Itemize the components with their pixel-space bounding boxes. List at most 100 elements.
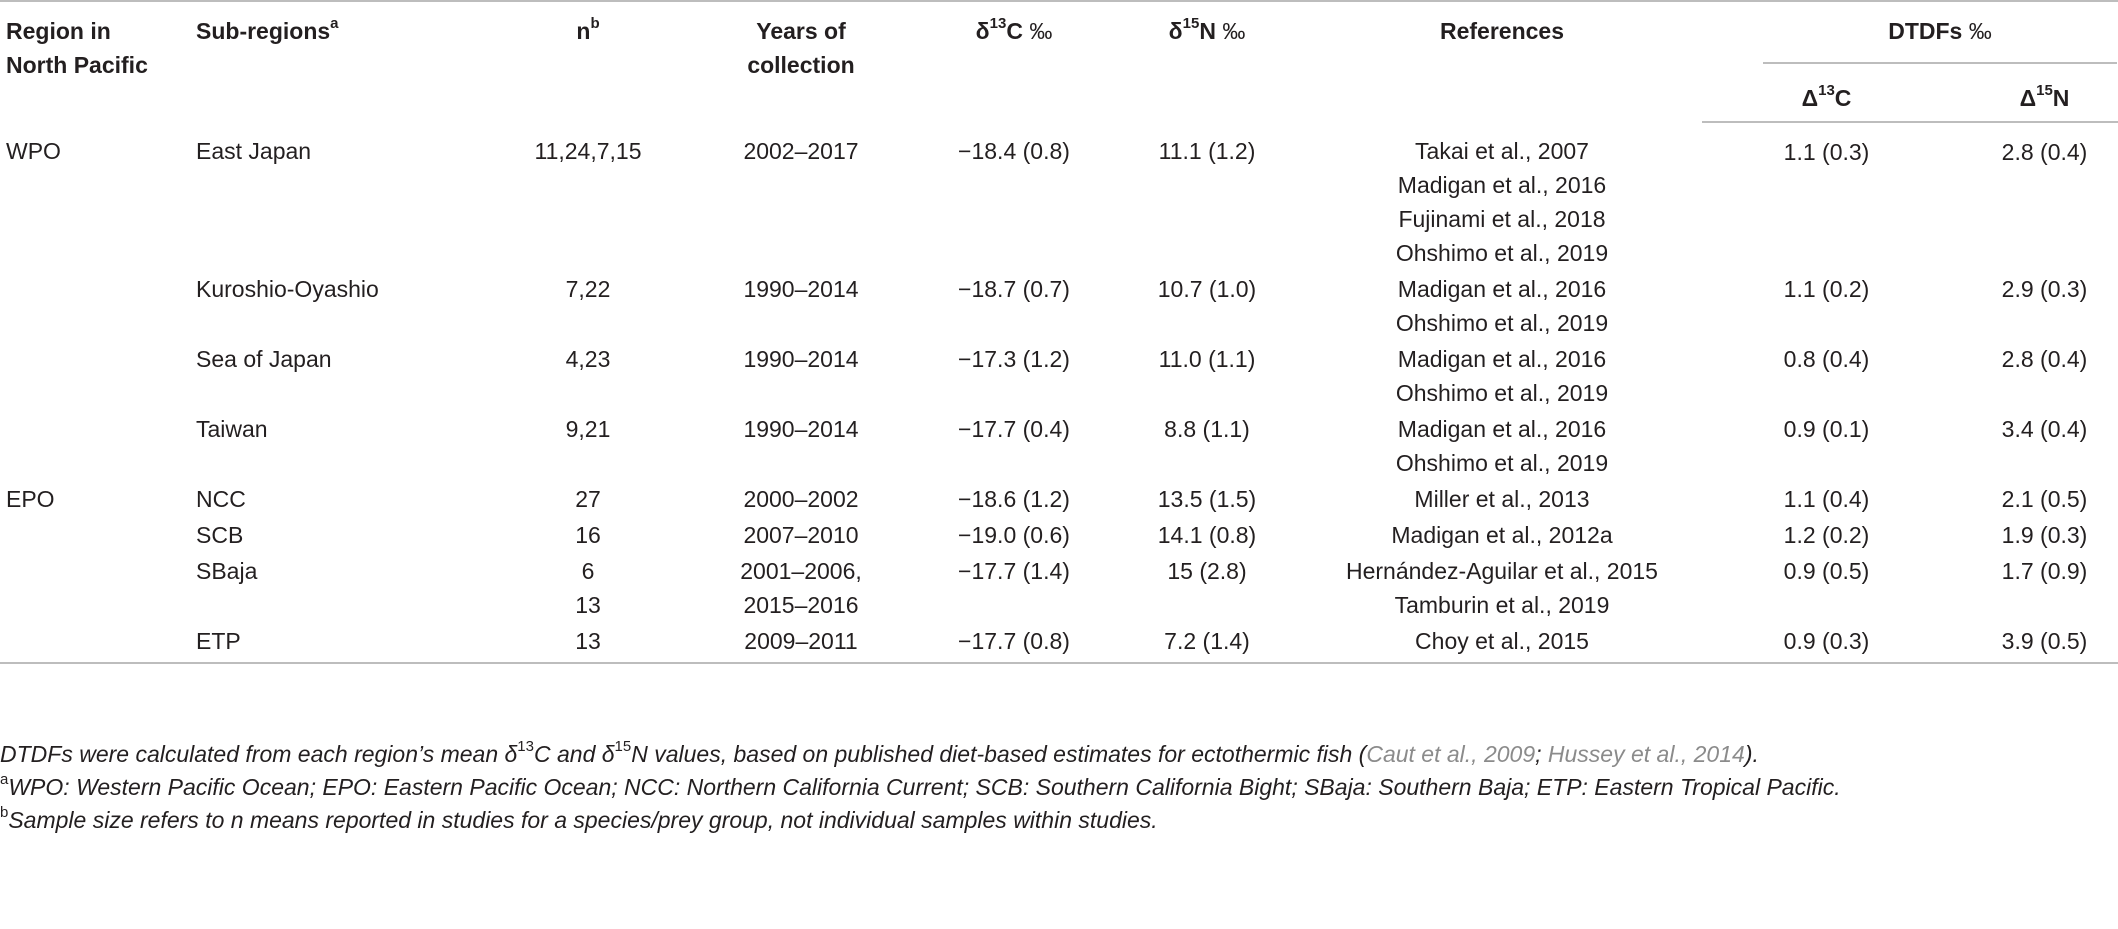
cell-references-line: Choy et al., 2015	[1415, 628, 1589, 654]
cell-subregion-text: ETP	[196, 628, 241, 654]
cell-years: 1990–2014	[686, 411, 916, 481]
cell-delta-15n-text: 2.8 (0.4)	[2001, 346, 2088, 372]
cell-n: 7,22	[490, 271, 686, 341]
table-footnotes: DTDFs were calculated from each region’s…	[0, 738, 2110, 837]
cell-references-line: Madigan et al., 2016	[1397, 276, 1607, 302]
cell-delta-13c-text: 0.9 (0.1)	[1783, 416, 1870, 442]
cell-years: 1990–2014	[686, 271, 916, 341]
cell-subregion-text: Taiwan	[196, 416, 268, 442]
header-delta-13c: Δ13C	[1702, 80, 1912, 123]
cell-n-text: 16	[575, 522, 601, 548]
footnote-main-sup-15: 15	[614, 738, 632, 756]
cell-delta-15n: 1.7 (0.9)	[1912, 553, 2118, 623]
cell-delta-13c: 0.9 (0.3)	[1702, 623, 1912, 664]
cell-subregion-text: NCC	[196, 486, 246, 512]
footnote-a-text: WPO: Western Pacific Ocean; EPO: Eastern…	[8, 774, 1841, 800]
cell-delta-13c-text: 1.1 (0.3)	[1783, 139, 1870, 165]
cell-references: Takai et al., 2007 Madigan et al., 2016 Fu…	[1302, 122, 1702, 271]
header-delta-15n-mass: 15	[2036, 82, 2053, 100]
citation-link-caut[interactable]: Caut et al., 2009	[1366, 741, 1536, 767]
footnote-b-text: Sample size refers to n means reported i…	[8, 807, 1158, 833]
header-region-line2: North Pacific	[6, 52, 148, 78]
cell-references-line: Ohshimo et al., 2019	[1395, 450, 1609, 476]
cell-years-line: 1990–2014	[743, 416, 859, 442]
header-delta-13c-mass: 13	[1818, 82, 1835, 100]
cell-subregion-text: SBaja	[196, 558, 258, 584]
cell-subregion: Sea of Japan	[190, 341, 490, 411]
cell-region-text: EPO	[6, 486, 55, 512]
header-delta-15n-element: N	[2052, 85, 2070, 111]
cell-delta-13c-text: 1.2 (0.2)	[1783, 522, 1870, 548]
cell-n-text: 11,24,7,15	[534, 138, 642, 164]
header-years-line2: collection	[747, 52, 855, 78]
header-d13c-delta: δ	[975, 18, 990, 44]
header-d15n-permil: ‰	[1222, 18, 1246, 44]
cell-delta-15n: 2.8 (0.4)	[1912, 122, 2118, 271]
header-n-label: n	[576, 18, 591, 44]
cell-d15n: 8.8 (1.1)	[1112, 411, 1302, 481]
cell-delta-15n-text: 1.9 (0.3)	[2001, 522, 2088, 548]
footnote-main-text-b: C and δ	[533, 741, 615, 767]
cell-n-text: 13	[575, 628, 601, 654]
cell-subregion: ETP	[190, 623, 490, 664]
cell-d13c-text: −17.7 (1.4)	[958, 558, 1070, 584]
cell-references: Miller et al., 2013	[1302, 481, 1702, 517]
cell-references-line: Hernández-Aguilar et al., 2015	[1346, 558, 1658, 584]
cell-d15n-text: 7.2 (1.4)	[1164, 628, 1250, 654]
table-header: Region in North Pacific Sub-regionsa nb …	[0, 0, 2118, 123]
header-references: References	[1302, 0, 1702, 122]
cell-region: EPO	[0, 481, 190, 517]
header-years-line1: Years of	[756, 18, 846, 44]
cell-d15n: 14.1 (0.8)	[1112, 517, 1302, 553]
cell-d13c-text: −18.7 (0.7)	[958, 276, 1070, 302]
footnote-a-marker: a	[0, 771, 9, 789]
cell-delta-15n-text: 3.9 (0.5)	[2001, 628, 2088, 654]
cell-years: 2009–2011	[686, 623, 916, 664]
footnote-a: aWPO: Western Pacific Ocean; EPO: Easter…	[0, 771, 2110, 804]
cell-region	[0, 271, 190, 341]
header-n: nb	[490, 0, 686, 122]
cell-references-line: Madigan et al., 2016	[1397, 172, 1607, 198]
cell-d13c: −17.7 (0.8)	[916, 623, 1112, 664]
cell-n: 9,21	[490, 411, 686, 481]
cell-d15n-text: 11.0 (1.1)	[1158, 346, 1256, 372]
cell-years-line: 2002–2017	[743, 138, 859, 164]
cell-years-line: 2009–2011	[744, 628, 858, 654]
cell-delta-15n-text: 3.4 (0.4)	[2001, 416, 2088, 442]
header-d13c-permil: ‰	[1029, 18, 1053, 44]
cell-region: WPO	[0, 122, 190, 271]
cell-delta-15n: 3.9 (0.5)	[1912, 623, 2118, 664]
table-body: WPO East Japan 11,24,7,15 2002–2017 −18.4 (0…	[0, 122, 2118, 664]
header-delta-13c-symbol: Δ	[1801, 85, 1819, 111]
cell-references-line: Ohshimo et al., 2019	[1395, 310, 1609, 336]
footnote-main-separator: ;	[1535, 741, 1548, 767]
header-subregions: Sub-regionsa	[190, 0, 490, 122]
cell-delta-13c: 0.8 (0.4)	[1702, 341, 1912, 411]
header-d13c-element: C	[1006, 18, 1023, 44]
citation-link-hussey[interactable]: Hussey et al., 2014	[1547, 741, 1745, 767]
cell-region	[0, 517, 190, 553]
cell-delta-13c: 1.1 (0.3)	[1702, 122, 1912, 271]
cell-subregion: Taiwan	[190, 411, 490, 481]
cell-references: Madigan et al., 2012a	[1302, 517, 1702, 553]
cell-d15n: 13.5 (1.5)	[1112, 481, 1302, 517]
header-references-label: References	[1439, 18, 1565, 44]
cell-references-line: Madigan et al., 2012a	[1391, 522, 1613, 548]
cell-delta-15n: 3.4 (0.4)	[1912, 411, 2118, 481]
header-region: Region in North Pacific	[0, 0, 190, 122]
header-delta-13c-element: C	[1834, 85, 1852, 111]
header-subregions-sup: a	[330, 15, 339, 33]
table-row: Sea of Japan 4,23 1990–2014 −17.3 (1.2) 11.0…	[0, 341, 2118, 411]
cell-n: 11,24,7,15	[490, 122, 686, 271]
cell-references-line: Madigan et al., 2016	[1397, 416, 1607, 442]
cell-d13c: −19.0 (0.6)	[916, 517, 1112, 553]
cell-references-line: Ohshimo et al., 2019	[1395, 380, 1609, 406]
cell-d13c-text: −17.7 (0.4)	[958, 416, 1070, 442]
cell-references-line: Fujinami et al., 2018	[1398, 206, 1606, 232]
cell-delta-15n-text: 1.7 (0.9)	[2001, 558, 2088, 584]
cell-years: 2002–2017	[686, 122, 916, 271]
cell-references: Madigan et al., 2016 Ohshimo et al., 2019	[1302, 271, 1702, 341]
cell-years-line: 1990–2014	[743, 276, 859, 302]
cell-delta-13c: 0.9 (0.5)	[1702, 553, 1912, 623]
